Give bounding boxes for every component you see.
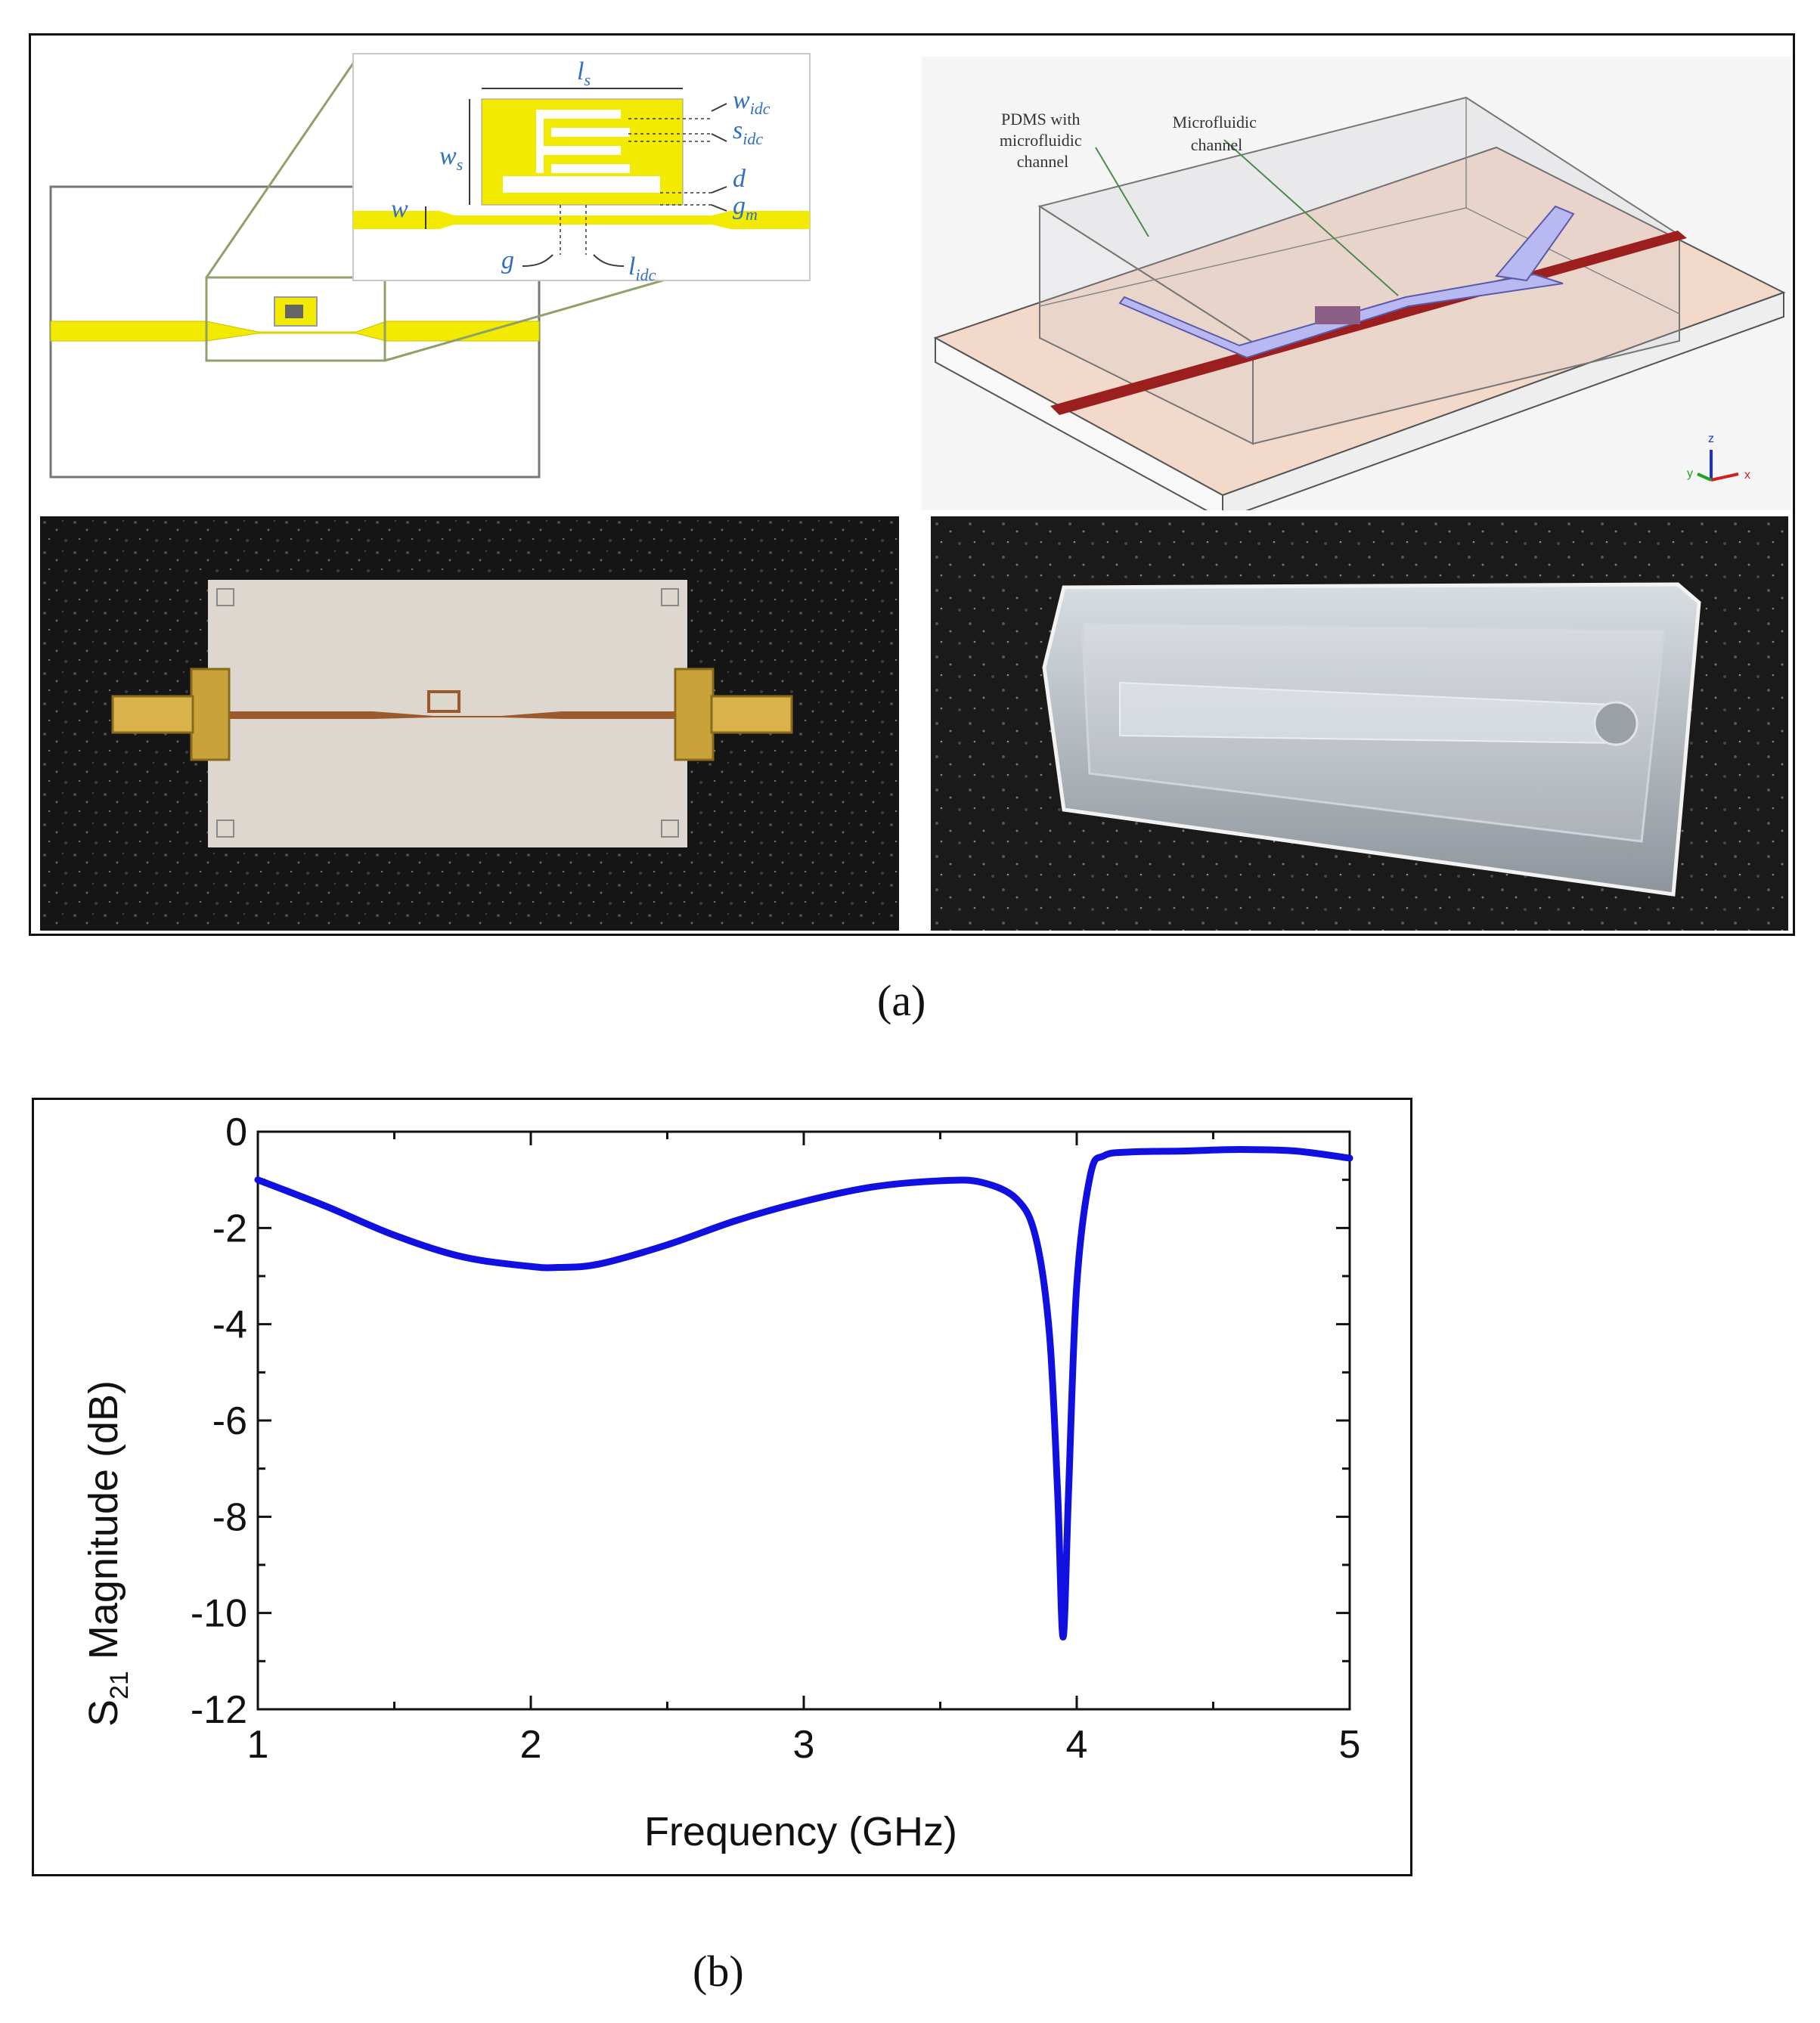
y-tick-label: -2 [212, 1207, 247, 1250]
label-ws: ws [439, 142, 463, 174]
resonator-layout-schematic: ls ws widc sidc d gm w g lidc [49, 53, 811, 479]
label-g: g [501, 246, 514, 274]
pdms-label: PDMS with microfluidic channel [1000, 110, 1086, 171]
s21-chart: 1 2 3 4 5 0 -2 -4 -6 -8 -10 -12 Frequency (GHz) S21… [81, 1111, 1361, 1854]
x-tick-label: 3 [793, 1723, 815, 1767]
s21-series-line [254, 1146, 1353, 1640]
y-tick-label: 0 [225, 1111, 247, 1154]
y-axis-label: S21 Magnitude (dB) [81, 1380, 134, 1727]
figure-b-caption: (b) [693, 1947, 744, 1996]
channel-label: Microfluidic channel [1173, 113, 1261, 154]
axis-triad-icon: z x y [1687, 432, 1750, 482]
x-tick-label: 5 [1339, 1723, 1361, 1767]
plot-frame [256, 1130, 1351, 1711]
label-ls: ls [577, 57, 591, 89]
fabricated-sensor-photo [40, 516, 899, 931]
label-widc: widc [733, 86, 770, 118]
svg-text:y: y [1687, 467, 1693, 480]
pdms-block-photo [931, 516, 1788, 931]
svg-text:z: z [1708, 432, 1714, 445]
label-w: w [391, 195, 408, 223]
pdms-3d-model: PDMS with microfluidic channel Microflui… [922, 57, 1791, 510]
figure-a-caption: (a) [877, 976, 926, 1025]
y-tick-label: -6 [212, 1399, 247, 1443]
label-d: d [733, 165, 746, 193]
x-tick-label: 4 [1066, 1723, 1088, 1767]
label-lidc: lidc [628, 252, 656, 284]
figure-a-panel: ls ws widc sidc d gm w g lidc PD [29, 33, 1795, 936]
x-tick-label: 2 [520, 1723, 542, 1767]
x-axis-label: Frequency (GHz) [644, 1809, 957, 1854]
y-tick-label: -8 [212, 1495, 247, 1539]
y-tick-label: -12 [191, 1688, 247, 1732]
figure-b-panel: 1 2 3 4 5 0 -2 -4 -6 -8 -10 -12 Frequency (GHz) S21… [32, 1098, 1412, 1876]
svg-text:x: x [1744, 469, 1750, 482]
y-tick-label: -4 [212, 1303, 247, 1347]
label-sidc: sidc [733, 116, 763, 148]
y-tick-label: -10 [191, 1592, 247, 1636]
x-tick-label: 1 [247, 1723, 269, 1767]
label-gm: gm [733, 192, 758, 224]
